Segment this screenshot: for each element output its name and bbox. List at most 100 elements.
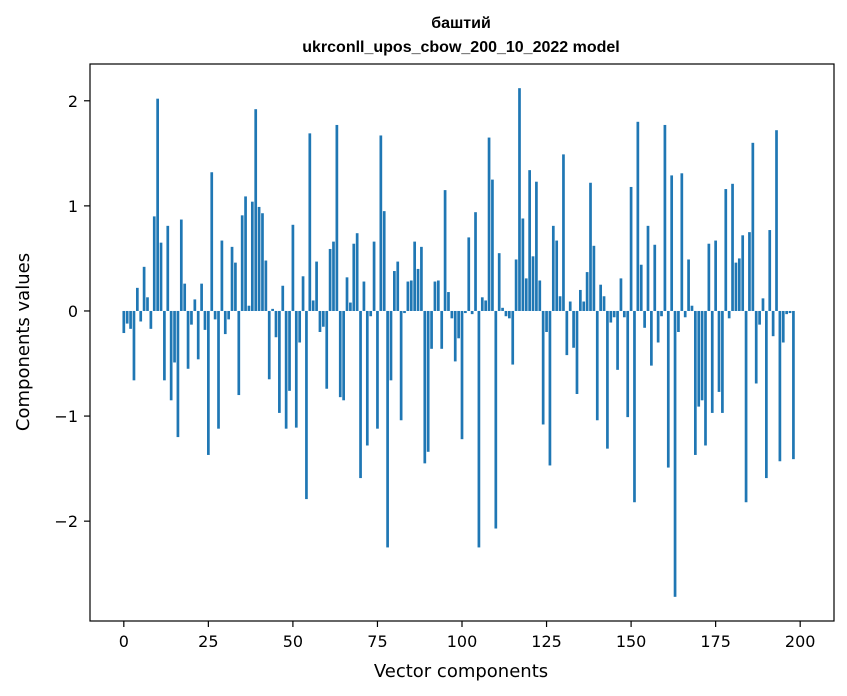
bar <box>690 305 694 311</box>
bar <box>166 225 170 311</box>
bar <box>497 253 501 311</box>
bar <box>595 310 599 421</box>
bar <box>132 310 136 381</box>
bar <box>369 310 373 317</box>
bar <box>453 310 457 362</box>
bar <box>653 244 657 311</box>
bar <box>203 310 207 330</box>
bar <box>731 183 734 311</box>
bar <box>193 299 197 311</box>
x-tick-label: 175 <box>700 632 731 651</box>
bar <box>555 240 559 311</box>
bar <box>683 310 687 318</box>
bar <box>619 278 623 311</box>
bar <box>480 297 484 311</box>
bar <box>680 173 684 311</box>
bar <box>163 310 166 381</box>
bar <box>633 310 636 503</box>
bar <box>714 240 717 311</box>
bar <box>156 98 159 311</box>
bar <box>335 124 339 311</box>
bar <box>524 278 528 311</box>
bar <box>122 310 126 334</box>
bar <box>521 218 525 311</box>
bar <box>565 310 569 356</box>
bars-group <box>122 88 795 597</box>
bar <box>179 219 183 311</box>
bar <box>748 232 751 311</box>
bar <box>200 283 203 311</box>
bar <box>254 109 258 311</box>
bar <box>609 310 613 323</box>
bar <box>240 215 244 311</box>
bar <box>149 310 153 329</box>
bar <box>707 243 711 311</box>
x-axis-ticks: 0 25 50 75 100 125 150 175 200 <box>119 621 815 651</box>
x-tick-label: 50 <box>283 632 303 651</box>
x-axis-label: Vector components <box>374 661 548 682</box>
bar <box>430 310 433 349</box>
bar <box>673 310 677 597</box>
bar <box>636 121 640 311</box>
bar <box>514 259 518 311</box>
bar <box>781 310 785 343</box>
bar <box>677 310 680 332</box>
bar <box>538 280 542 311</box>
bar <box>450 310 454 319</box>
bar <box>531 256 535 311</box>
bar <box>727 310 731 319</box>
bar <box>582 301 586 311</box>
bar <box>758 310 761 325</box>
bar <box>321 310 325 327</box>
bar <box>271 308 274 311</box>
bar <box>464 310 467 314</box>
bar <box>599 284 603 311</box>
bar <box>687 259 690 311</box>
bar <box>257 206 261 311</box>
bar <box>159 242 163 311</box>
bar <box>142 266 146 311</box>
bar <box>342 310 345 401</box>
bar <box>751 142 755 311</box>
bar <box>328 248 332 311</box>
bar <box>721 310 724 413</box>
bar <box>389 310 393 381</box>
bar <box>507 310 511 319</box>
bar <box>362 281 366 311</box>
bar <box>572 310 575 348</box>
bar <box>646 225 650 311</box>
y-tick-label: −1 <box>54 407 78 426</box>
bar <box>616 310 619 370</box>
bar <box>217 310 220 429</box>
bar <box>264 260 268 311</box>
bar <box>771 310 775 337</box>
bar <box>585 272 589 311</box>
bar <box>592 245 596 311</box>
bar <box>666 310 670 468</box>
bar <box>663 124 667 311</box>
bar <box>196 310 200 360</box>
bar <box>183 283 187 311</box>
bar <box>643 310 646 328</box>
bar <box>382 211 386 311</box>
bar <box>352 243 356 311</box>
bar <box>247 305 251 311</box>
bar <box>223 310 227 335</box>
bar <box>460 310 464 440</box>
bar <box>433 281 437 311</box>
bar <box>765 310 768 479</box>
bar <box>704 310 707 446</box>
bar <box>139 310 143 322</box>
chart-title-line2: ukrconll_upos_cbow_200_10_2022 model <box>302 39 619 56</box>
bar <box>436 280 440 311</box>
bar <box>426 310 430 452</box>
bar <box>173 310 176 363</box>
bar <box>447 292 450 311</box>
bar <box>230 246 234 311</box>
bar <box>660 310 663 317</box>
bar <box>345 277 349 311</box>
bar <box>227 310 231 320</box>
bar <box>528 170 531 311</box>
bar <box>788 310 792 314</box>
